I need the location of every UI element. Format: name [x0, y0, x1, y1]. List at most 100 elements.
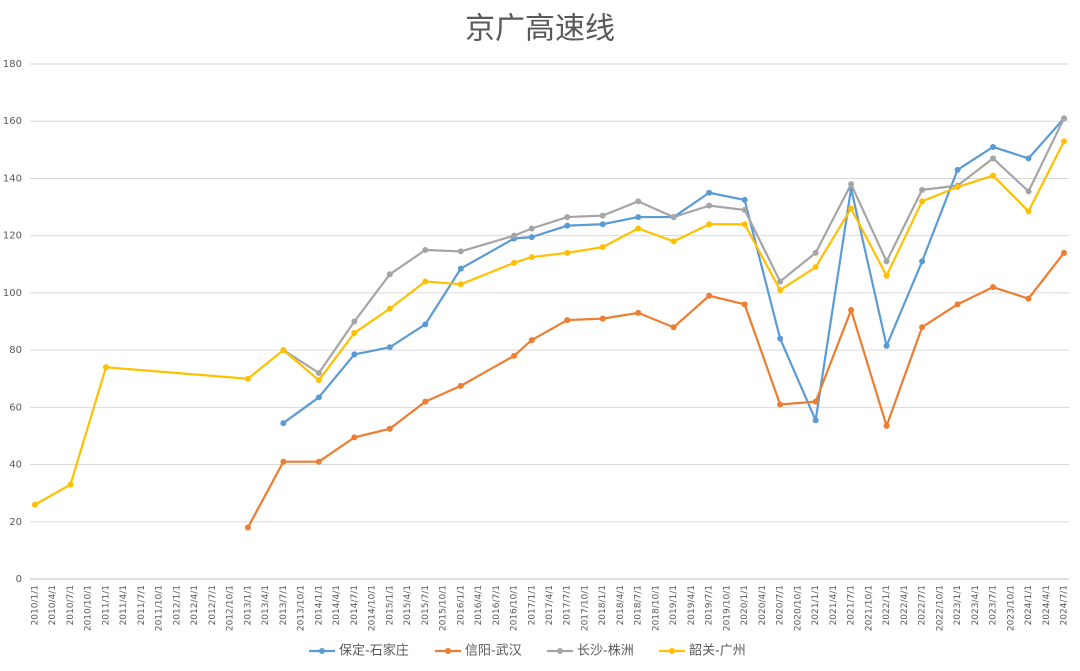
data-point: [244, 524, 251, 531]
x-tick-label: 2020/4/1: [758, 585, 768, 625]
x-tick-label: 2016/4/1: [474, 585, 484, 625]
y-tick-label: 80: [9, 345, 22, 356]
legend-label: 保定-石家庄: [339, 643, 409, 659]
data-point: [315, 458, 322, 465]
data-point: [990, 284, 997, 291]
data-point: [528, 234, 535, 241]
data-point: [422, 278, 429, 285]
data-point: [280, 347, 287, 354]
data-point: [511, 232, 518, 239]
data-point: [280, 420, 287, 427]
x-tick-label: 2024/1/1: [1024, 585, 1034, 625]
data-point: [564, 222, 571, 229]
data-point: [848, 181, 855, 188]
data-point: [386, 305, 393, 312]
x-tick-label: 2023/4/1: [971, 585, 981, 625]
x-tick-label: 2019/4/1: [687, 585, 697, 625]
data-point: [670, 238, 677, 245]
data-point: [777, 335, 784, 342]
data-point: [777, 287, 784, 294]
chart-title: 京广高速线: [465, 12, 615, 47]
x-tick-label: 2017/10/1: [580, 585, 590, 631]
data-point: [954, 301, 961, 308]
data-point: [315, 377, 322, 384]
data-point: [919, 324, 926, 331]
legend-label: 长沙-株洲: [577, 644, 634, 659]
series-line: [282, 117, 1065, 375]
data-point: [315, 370, 322, 376]
data-point: [528, 337, 535, 344]
y-tick-label: 60: [9, 402, 22, 413]
x-tick-label: 2022/4/1: [900, 585, 910, 625]
data-point: [741, 196, 748, 203]
data-point: [635, 214, 642, 221]
data-point: [564, 317, 571, 324]
data-point: [422, 321, 429, 328]
data-point: [954, 166, 961, 173]
data-point: [351, 318, 358, 325]
data-point: [422, 398, 429, 405]
legend-marker: [319, 648, 325, 654]
data-point: [599, 244, 606, 251]
data-point: [599, 315, 606, 322]
x-tick-label: 2018/10/1: [651, 585, 661, 631]
data-point: [812, 398, 819, 405]
legend-marker: [557, 648, 563, 654]
x-tick-label: 2017/7/1: [563, 585, 573, 625]
x-tick-label: 2020/10/1: [793, 585, 803, 631]
data-point: [706, 202, 713, 209]
data-point: [564, 214, 571, 221]
x-tick-label: 2023/10/1: [1006, 585, 1016, 631]
data-point: [670, 324, 677, 331]
x-tick-label: 2021/4/1: [829, 585, 839, 625]
x-tick-label: 2014/4/1: [332, 585, 342, 625]
x-tick-label: 2010/4/1: [48, 585, 58, 625]
data-point: [883, 422, 890, 429]
data-point: [635, 309, 642, 316]
x-tick-label: 2010/10/1: [84, 585, 94, 631]
x-tick-label: 2011/10/1: [155, 585, 165, 631]
data-point: [351, 434, 358, 441]
x-tick-label: 2016/1/1: [456, 585, 466, 625]
x-tick-label: 2024/7/1: [1060, 585, 1070, 625]
x-tick-label: 2023/7/1: [989, 585, 999, 625]
data-point: [244, 375, 251, 382]
data-point: [511, 352, 518, 359]
x-tick-label: 2012/4/1: [190, 585, 200, 625]
data-point: [777, 278, 784, 285]
x-tick-label: 2013/7/1: [279, 585, 289, 625]
data-point: [280, 458, 287, 465]
x-tick-label: 2010/7/1: [66, 585, 76, 625]
data-point: [706, 221, 713, 228]
data-point: [422, 246, 429, 253]
x-tick-label: 2015/10/1: [439, 585, 449, 631]
y-tick-label: 120: [3, 231, 22, 242]
data-point: [812, 249, 819, 256]
x-tick-label: 2016/10/1: [510, 585, 520, 631]
series-line: [282, 117, 1065, 424]
data-point: [386, 344, 393, 351]
x-tick-label: 2016/7/1: [492, 585, 502, 625]
data-point: [1061, 138, 1067, 145]
data-point: [528, 225, 535, 232]
x-tick-label: 2021/1/1: [811, 585, 821, 625]
data-point: [1061, 115, 1067, 122]
data-point: [386, 425, 393, 432]
x-tick-label: 2011/7/1: [137, 585, 147, 625]
x-tick-label: 2015/4/1: [403, 585, 413, 625]
x-tick-label: 2022/7/1: [918, 585, 928, 625]
data-point: [848, 307, 855, 314]
data-point: [990, 155, 997, 162]
x-tick-label: 2014/1/1: [314, 585, 324, 625]
x-tick-label: 2021/7/1: [847, 585, 857, 625]
data-point: [883, 342, 890, 349]
data-point: [741, 221, 748, 228]
x-tick-label: 2012/7/1: [208, 585, 218, 625]
data-point: [457, 281, 464, 288]
x-tick-label: 2022/10/1: [935, 585, 945, 631]
x-tick-label: 2021/10/1: [864, 585, 874, 631]
data-point: [386, 271, 393, 278]
data-point: [1025, 188, 1032, 195]
x-tick-label: 2018/4/1: [616, 585, 626, 625]
